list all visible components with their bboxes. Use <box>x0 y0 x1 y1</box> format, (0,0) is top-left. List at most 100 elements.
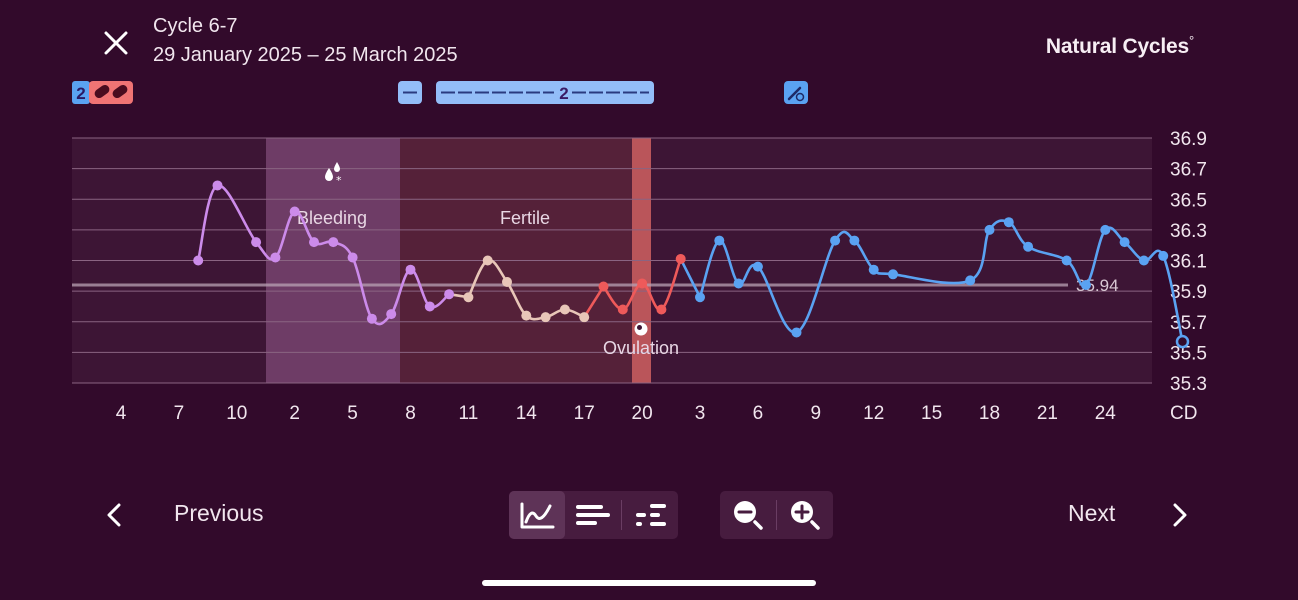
data-point[interactable] <box>540 312 551 323</box>
data-point[interactable] <box>830 235 841 246</box>
data-point[interactable] <box>1158 250 1169 261</box>
data-point[interactable] <box>270 252 281 263</box>
data-point[interactable] <box>1138 255 1149 266</box>
test-marker[interactable] <box>784 81 808 104</box>
next-button[interactable]: Next <box>1068 500 1116 526</box>
data-point[interactable] <box>482 255 493 266</box>
data-point[interactable] <box>849 235 860 246</box>
data-point[interactable] <box>424 301 435 312</box>
brand-logo-text: Natural Cycles <box>1045 35 1189 58</box>
data-point[interactable] <box>386 309 397 320</box>
zoom-out-button[interactable] <box>720 491 776 539</box>
test-icon <box>787 86 805 102</box>
scatter-view-button[interactable] <box>622 491 678 539</box>
temperature-chart: 35.9 4 36.9 36.7 36.5 36.3 36.1 35.9 35.7 35.5 35… <box>72 81 1207 424</box>
data-point[interactable] <box>752 261 763 272</box>
data-point[interactable] <box>1100 224 1111 235</box>
data-point[interactable] <box>212 180 223 191</box>
zoom-controls <box>720 491 833 539</box>
data-point[interactable] <box>617 304 628 315</box>
data-point[interactable] <box>1023 241 1034 252</box>
data-point[interactable] <box>347 252 358 263</box>
zoom-in-icon <box>791 501 820 530</box>
data-point[interactable] <box>251 237 262 248</box>
x-tick-label: 4 <box>116 403 127 424</box>
list-view-icon <box>576 505 610 525</box>
data-point[interactable] <box>309 237 319 248</box>
x-tick-label: 12 <box>863 403 884 424</box>
x-tick-label: 2 <box>289 403 300 424</box>
data-point[interactable] <box>791 327 802 338</box>
data-point[interactable] <box>1061 255 1072 266</box>
y-tick-label: 35.5 <box>1170 343 1207 364</box>
status-marker-a[interactable] <box>398 81 422 104</box>
data-point[interactable] <box>1003 217 1014 228</box>
data-point[interactable] <box>405 264 416 275</box>
chevron-left-icon[interactable] <box>101 500 127 530</box>
close-icon[interactable] <box>100 27 132 59</box>
x-tick-label: 9 <box>811 403 822 424</box>
pill-icon <box>94 84 128 99</box>
drops-icon: * <box>325 162 342 187</box>
data-point[interactable] <box>444 289 455 300</box>
x-tick-label: 10 <box>226 403 247 424</box>
status-marker-bar[interactable]: 2 <box>436 81 654 104</box>
graph-view-icon <box>520 502 555 529</box>
chevron-right-icon[interactable] <box>1167 500 1193 530</box>
previous-button[interactable]: Previous <box>174 500 264 526</box>
data-point[interactable] <box>984 224 995 235</box>
zoom-in-button[interactable] <box>777 491 833 539</box>
x-tick-label: 21 <box>1037 403 1058 424</box>
data-point[interactable] <box>598 281 609 292</box>
data-point[interactable] <box>328 237 339 248</box>
data-point[interactable] <box>579 312 590 323</box>
bleeding-label: Bleeding <box>297 208 367 228</box>
data-point[interactable] <box>521 310 532 321</box>
list-view-button[interactable] <box>565 491 621 539</box>
data-point[interactable] <box>714 235 725 246</box>
data-point[interactable] <box>695 292 705 303</box>
zoom-divider <box>776 500 777 530</box>
data-point[interactable] <box>656 304 667 315</box>
data-point[interactable] <box>502 276 512 287</box>
x-tick-label: 14 <box>516 403 538 424</box>
cycle-date-range: 29 January 2025 – 25 March 2025 <box>153 44 458 66</box>
data-point[interactable] <box>965 275 976 286</box>
scatter-view-icon <box>636 504 666 526</box>
y-tick-label: 35.7 <box>1170 313 1207 334</box>
x-tick-label: 6 <box>753 403 764 424</box>
x-axis-ticks: 4 7 10 2 5 8 11 14 17 20 3 6 9 12 15 18 21 24 <box>116 403 1117 424</box>
data-point[interactable] <box>366 313 377 324</box>
data-point[interactable] <box>289 206 300 217</box>
brand-logo: Natural Cycles° <box>1046 33 1194 59</box>
y-axis-ticks: 36.9 36.7 36.5 36.3 36.1 35.9 35.7 35.5 35.3 <box>1170 129 1207 395</box>
home-indicator[interactable] <box>482 580 816 586</box>
data-point[interactable] <box>637 278 648 289</box>
ovulation-label: Ovulation <box>603 338 679 358</box>
data-point[interactable] <box>1119 237 1130 248</box>
cycle-title: Cycle 6-7 <box>153 15 238 37</box>
x-tick-label: 5 <box>347 403 358 424</box>
data-point[interactable] <box>463 292 474 303</box>
pill-count: 2 <box>76 84 85 103</box>
egg-icon <box>634 322 648 336</box>
view-divider <box>621 500 622 530</box>
data-point[interactable] <box>888 269 898 280</box>
data-point[interactable] <box>559 304 570 315</box>
data-point[interactable] <box>868 264 879 275</box>
data-point[interactable] <box>1081 280 1091 290</box>
data-point[interactable] <box>193 255 204 266</box>
x-tick-label: 3 <box>695 403 706 424</box>
view-switcher <box>509 491 678 539</box>
x-tick-label: 18 <box>979 403 1000 424</box>
graph-view-button[interactable] <box>509 491 565 539</box>
pill-marker[interactable]: 2 <box>72 81 133 104</box>
data-point[interactable] <box>733 278 744 289</box>
x-tick-label: 20 <box>632 403 653 424</box>
x-tick-label: 7 <box>174 403 185 424</box>
x-tick-label: 17 <box>574 403 595 424</box>
data-point[interactable] <box>675 253 686 264</box>
data-point[interactable] <box>1175 334 1190 349</box>
y-tick-label: 36.7 <box>1170 160 1207 181</box>
y-tick-label: 36.3 <box>1170 221 1207 242</box>
